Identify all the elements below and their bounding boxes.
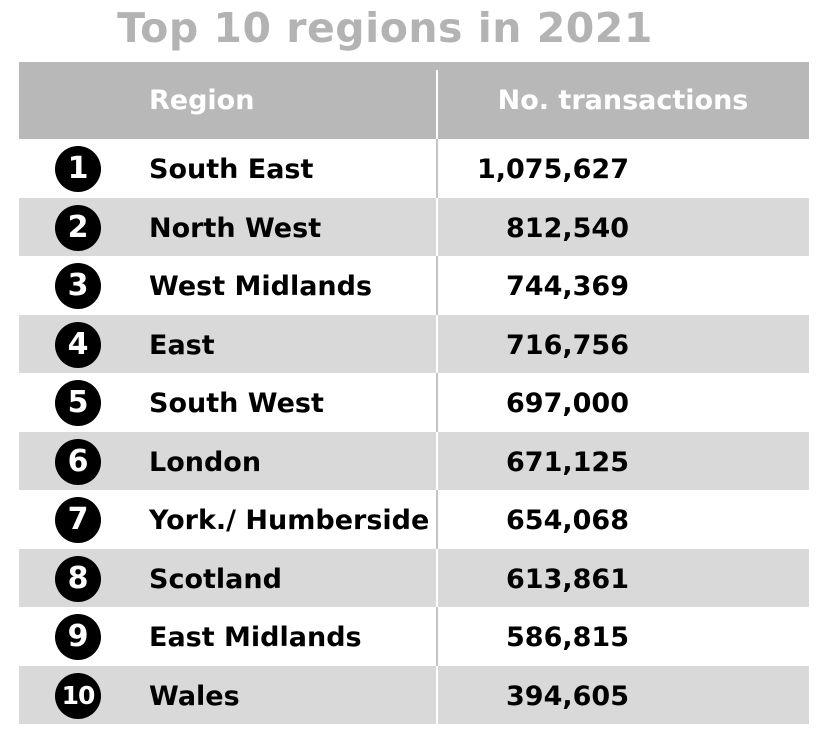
transactions-value: 716,756 bbox=[506, 329, 629, 361]
ranking-table: Region No. transactions 1 South East 1,075… bbox=[19, 62, 809, 724]
column-divider bbox=[436, 548, 438, 607]
region-name: South East bbox=[149, 154, 314, 185]
column-divider bbox=[436, 490, 438, 549]
column-divider bbox=[436, 665, 438, 724]
rank-badge: 1 bbox=[55, 146, 101, 192]
transactions-value: 744,369 bbox=[506, 271, 629, 302]
transactions-value: 613,861 bbox=[506, 563, 629, 595]
header-divider bbox=[436, 70, 438, 139]
column-divider bbox=[436, 431, 438, 490]
rank-badge: 4 bbox=[55, 321, 101, 368]
chart-title: Top 10 regions in 2021 bbox=[117, 4, 653, 52]
region-name: York./ Humberside bbox=[149, 505, 430, 536]
rank-badge: 8 bbox=[55, 555, 101, 602]
table-row: 7 York./ Humberside 654,068 bbox=[19, 490, 809, 549]
region-name: South West bbox=[149, 388, 324, 419]
rank-badge: 7 bbox=[55, 497, 101, 543]
rank-badge: 9 bbox=[55, 614, 101, 660]
region-name: London bbox=[149, 446, 262, 478]
column-divider bbox=[436, 314, 438, 373]
transactions-value: 586,815 bbox=[506, 622, 629, 653]
region-name: North West bbox=[149, 212, 322, 244]
table-row: 8 Scotland 613,861 bbox=[19, 548, 809, 607]
rank-badge: 2 bbox=[55, 204, 101, 251]
table-row: 4 East 716,756 bbox=[19, 314, 809, 373]
table-row: 6 London 671,125 bbox=[19, 431, 809, 490]
table-header: Region No. transactions bbox=[19, 62, 809, 139]
transactions-value: 697,000 bbox=[506, 388, 629, 419]
table-row: 9 East Midlands 586,815 bbox=[19, 607, 809, 666]
column-divider bbox=[436, 139, 438, 198]
rank-badge: 10 bbox=[55, 672, 101, 719]
rank-badge: 6 bbox=[55, 438, 101, 485]
region-name: East bbox=[149, 329, 215, 361]
rank-badge: 5 bbox=[55, 380, 101, 426]
rank-badge: 3 bbox=[55, 263, 101, 309]
column-divider bbox=[436, 373, 438, 432]
region-name: Wales bbox=[149, 680, 240, 712]
column-divider bbox=[436, 607, 438, 666]
table-row: 10 Wales 394,605 bbox=[19, 665, 809, 724]
header-region: Region bbox=[149, 85, 255, 116]
table-body: 1 South East 1,075,627 2 North West 812,540 3 W… bbox=[19, 139, 809, 724]
region-name: Scotland bbox=[149, 563, 282, 595]
transactions-value: 1,075,627 bbox=[476, 154, 629, 185]
region-name: East Midlands bbox=[149, 622, 362, 653]
table-row: 3 West Midlands 744,369 bbox=[19, 256, 809, 315]
header-transactions: No. transactions bbox=[497, 85, 749, 116]
transactions-value: 671,125 bbox=[506, 446, 629, 478]
table-row: 5 South West 697,000 bbox=[19, 373, 809, 432]
region-name: West Midlands bbox=[149, 271, 373, 302]
transactions-value: 654,068 bbox=[506, 505, 629, 536]
column-divider bbox=[436, 256, 438, 315]
table-row: 1 South East 1,075,627 bbox=[19, 139, 809, 198]
transactions-value: 812,540 bbox=[506, 212, 629, 244]
table-row: 2 North West 812,540 bbox=[19, 197, 809, 256]
transactions-value: 394,605 bbox=[506, 680, 629, 712]
column-divider bbox=[436, 197, 438, 256]
